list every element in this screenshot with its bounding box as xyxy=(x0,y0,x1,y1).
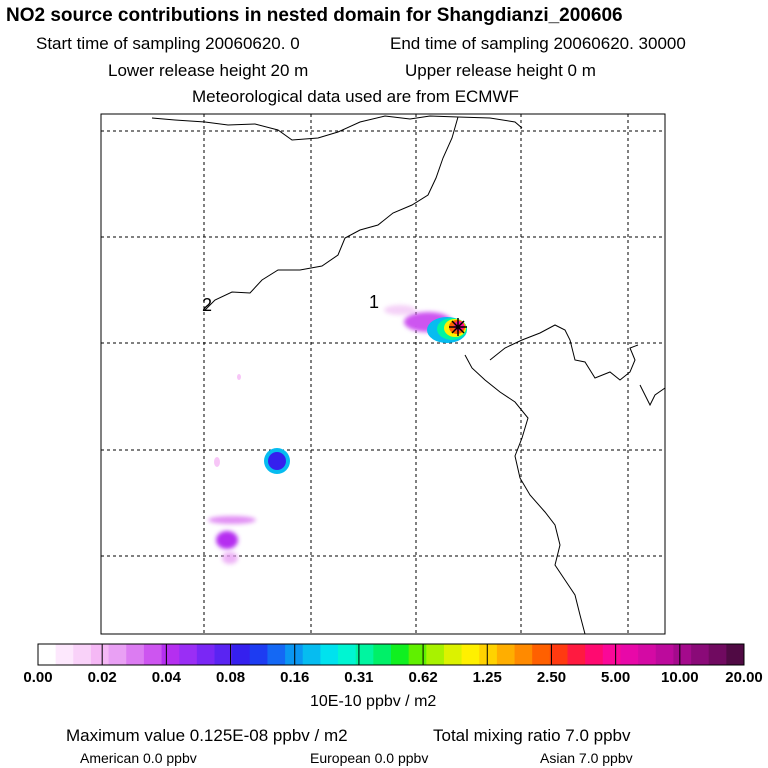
colorbar-swatch xyxy=(479,644,498,665)
colorbar-tick-label: 0.31 xyxy=(344,669,374,686)
american-contribution: American 0.0 ppbv xyxy=(80,750,197,766)
colorbar-tick-label: 1.25 xyxy=(472,669,502,686)
colorbar-tick-label: 5.00 xyxy=(601,669,631,686)
colorbar-swatch xyxy=(585,644,604,665)
asian-contribution: Asian 7.0 ppbv xyxy=(540,750,633,766)
colorbar-swatch xyxy=(90,644,109,665)
colorbar-swatch xyxy=(655,644,674,665)
colorbar-swatch xyxy=(143,644,162,665)
european-contribution: European 0.0 ppbv xyxy=(310,750,429,766)
colorbar-outline xyxy=(37,643,745,666)
map-frame xyxy=(100,113,666,635)
colorbar-swatch xyxy=(549,644,568,665)
border-line-south xyxy=(464,354,586,635)
colorbar-swatch xyxy=(638,644,657,665)
colorbar-swatch xyxy=(126,644,145,665)
contour-label-1: 1 xyxy=(369,292,379,312)
colorbar-swatch xyxy=(302,644,321,665)
colorbar-swatch xyxy=(232,644,251,665)
colorbar-swatch xyxy=(514,644,533,665)
meteorological-data-source: Meteorological data used are from ECMWF xyxy=(192,87,519,106)
colorbar-swatch xyxy=(161,644,180,665)
colorbar-swatch xyxy=(373,644,392,665)
colorbar-swatch xyxy=(355,644,374,665)
colorbar-tick-label: 0.00 xyxy=(23,669,53,686)
colorbar-tick-label: 0.08 xyxy=(215,669,246,686)
colorbar-swatch xyxy=(426,644,445,665)
colorbar-swatch xyxy=(567,644,586,665)
colorbar-swatch xyxy=(249,644,268,665)
colorbar-swatch xyxy=(443,644,462,665)
boundary-lines xyxy=(151,115,666,635)
colorbar-tick-label: 0.62 xyxy=(408,669,438,686)
colorbar-swatch xyxy=(108,644,127,665)
plume-south-2 xyxy=(216,531,238,549)
map-title: NO2 source contributions in nested domai… xyxy=(6,5,623,26)
colorbar-swatch xyxy=(338,644,357,665)
plume-speck xyxy=(214,457,220,467)
source-blob-core xyxy=(268,452,286,470)
colorbar-swatch xyxy=(532,644,551,665)
receptor-star-icon xyxy=(449,318,467,336)
colorbar-swatch xyxy=(673,644,692,665)
plume-south-3 xyxy=(222,552,238,564)
colorbar-swatch xyxy=(267,644,286,665)
plume-south-1 xyxy=(208,516,256,524)
upper-release-height: Upper release height 0 m xyxy=(405,61,596,80)
colorbar-swatch xyxy=(391,644,410,665)
inner-border-line xyxy=(204,116,459,311)
plume-speck xyxy=(237,374,241,380)
colorbar-swatch xyxy=(214,644,233,665)
total-mixing-ratio: Total mixing ratio 7.0 ppbv xyxy=(433,726,631,745)
colorbar-swatch xyxy=(408,644,427,665)
coastline-east xyxy=(639,384,666,407)
plume-outer xyxy=(384,305,416,315)
colorbar-swatch xyxy=(179,644,198,665)
coastline xyxy=(489,324,639,381)
colorbar-swatch xyxy=(726,644,745,665)
colorbar-tick-label: 0.02 xyxy=(87,669,117,686)
colorbar-tick-label: 2.50 xyxy=(536,669,567,686)
sampling-start-time: Start time of sampling 20060620. 0 xyxy=(36,34,300,53)
colorbar-swatch xyxy=(55,644,74,665)
colorbar-swatch xyxy=(691,644,710,665)
colorbar-swatch xyxy=(285,644,304,665)
colorbar-swatch xyxy=(620,644,639,665)
colorbar-tick-label: 0.04 xyxy=(151,669,181,686)
lower-release-height: Lower release height 20 m xyxy=(108,61,309,80)
colorbar-swatch xyxy=(73,644,92,665)
north-border-line xyxy=(151,115,523,141)
colorbar-swatch xyxy=(461,644,480,665)
colorbar-tick-label: 20.00 xyxy=(725,669,763,686)
colorbar-tick-label: 0.16 xyxy=(280,669,310,686)
colorbar-swatch xyxy=(496,644,515,665)
colorbar-swatch xyxy=(196,644,215,665)
maximum-value: Maximum value 0.125E-08 ppbv / m2 xyxy=(66,726,348,745)
colorbar-units: 10E-10 ppbv / m2 xyxy=(310,693,437,710)
colorbar-swatch xyxy=(708,644,727,665)
contour-label-2: 2 xyxy=(202,295,212,315)
sampling-end-time: End time of sampling 20060620. 30000 xyxy=(390,34,686,53)
colorbar-tick-label: 10.00 xyxy=(661,669,699,686)
colorbar-swatch xyxy=(602,644,621,665)
colorbar-swatch xyxy=(320,644,339,665)
colorbar-swatch xyxy=(38,644,57,665)
